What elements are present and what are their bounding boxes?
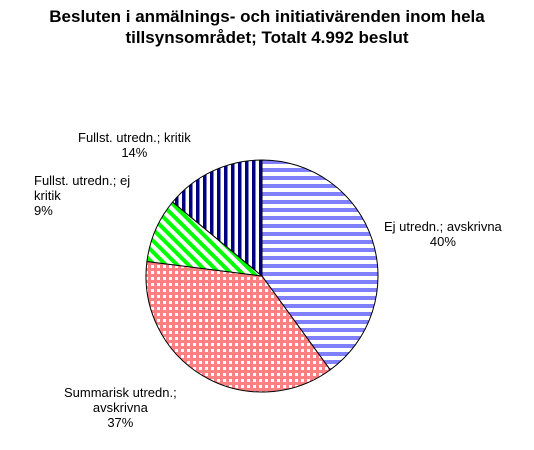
slice-label-text: Ej utredn.; avskrivna [384,219,502,234]
slice-label-text: kritik [34,188,61,203]
slice-label-fullst-utredn-kritik: Fullst. utredn.; kritik 14% [78,130,191,160]
slice-percent: 37% [107,415,134,430]
slice-label-text: avskrivna [92,400,148,415]
chart-title-line-1: Besluten i anmälnings- och initiativären… [49,7,485,26]
slice-percent: 9% [34,203,53,218]
pie-slice-4 [171,159,263,278]
pie-slice-1 [261,159,379,371]
pie-slice-2 [145,260,331,393]
chart-title-line-2: tillsynsområdet; Totalt 4.992 beslut [125,28,409,47]
slice-label-ej-utredn: Ej utredn.; avskrivna 40% [384,219,502,249]
slice-label-text: Summarisk utredn.; [64,385,177,400]
slice-percent: 40% [429,234,456,249]
slice-label-text: Fullst. utredn.; ej [34,173,131,188]
slice-label-summarisk-utredn: Summarisk utredn.; avskrivna 37% [64,385,177,430]
slice-percent: 14% [121,145,148,160]
pie-slices [145,159,379,393]
slice-label-fullst-utredn-ej-kritik: Fullst. utredn.; ej kritik 9% [34,173,130,218]
chart-title: Besluten i anmälnings- och initiativären… [0,6,534,48]
slice-label-text: Fullst. utredn.; kritik [78,130,191,145]
